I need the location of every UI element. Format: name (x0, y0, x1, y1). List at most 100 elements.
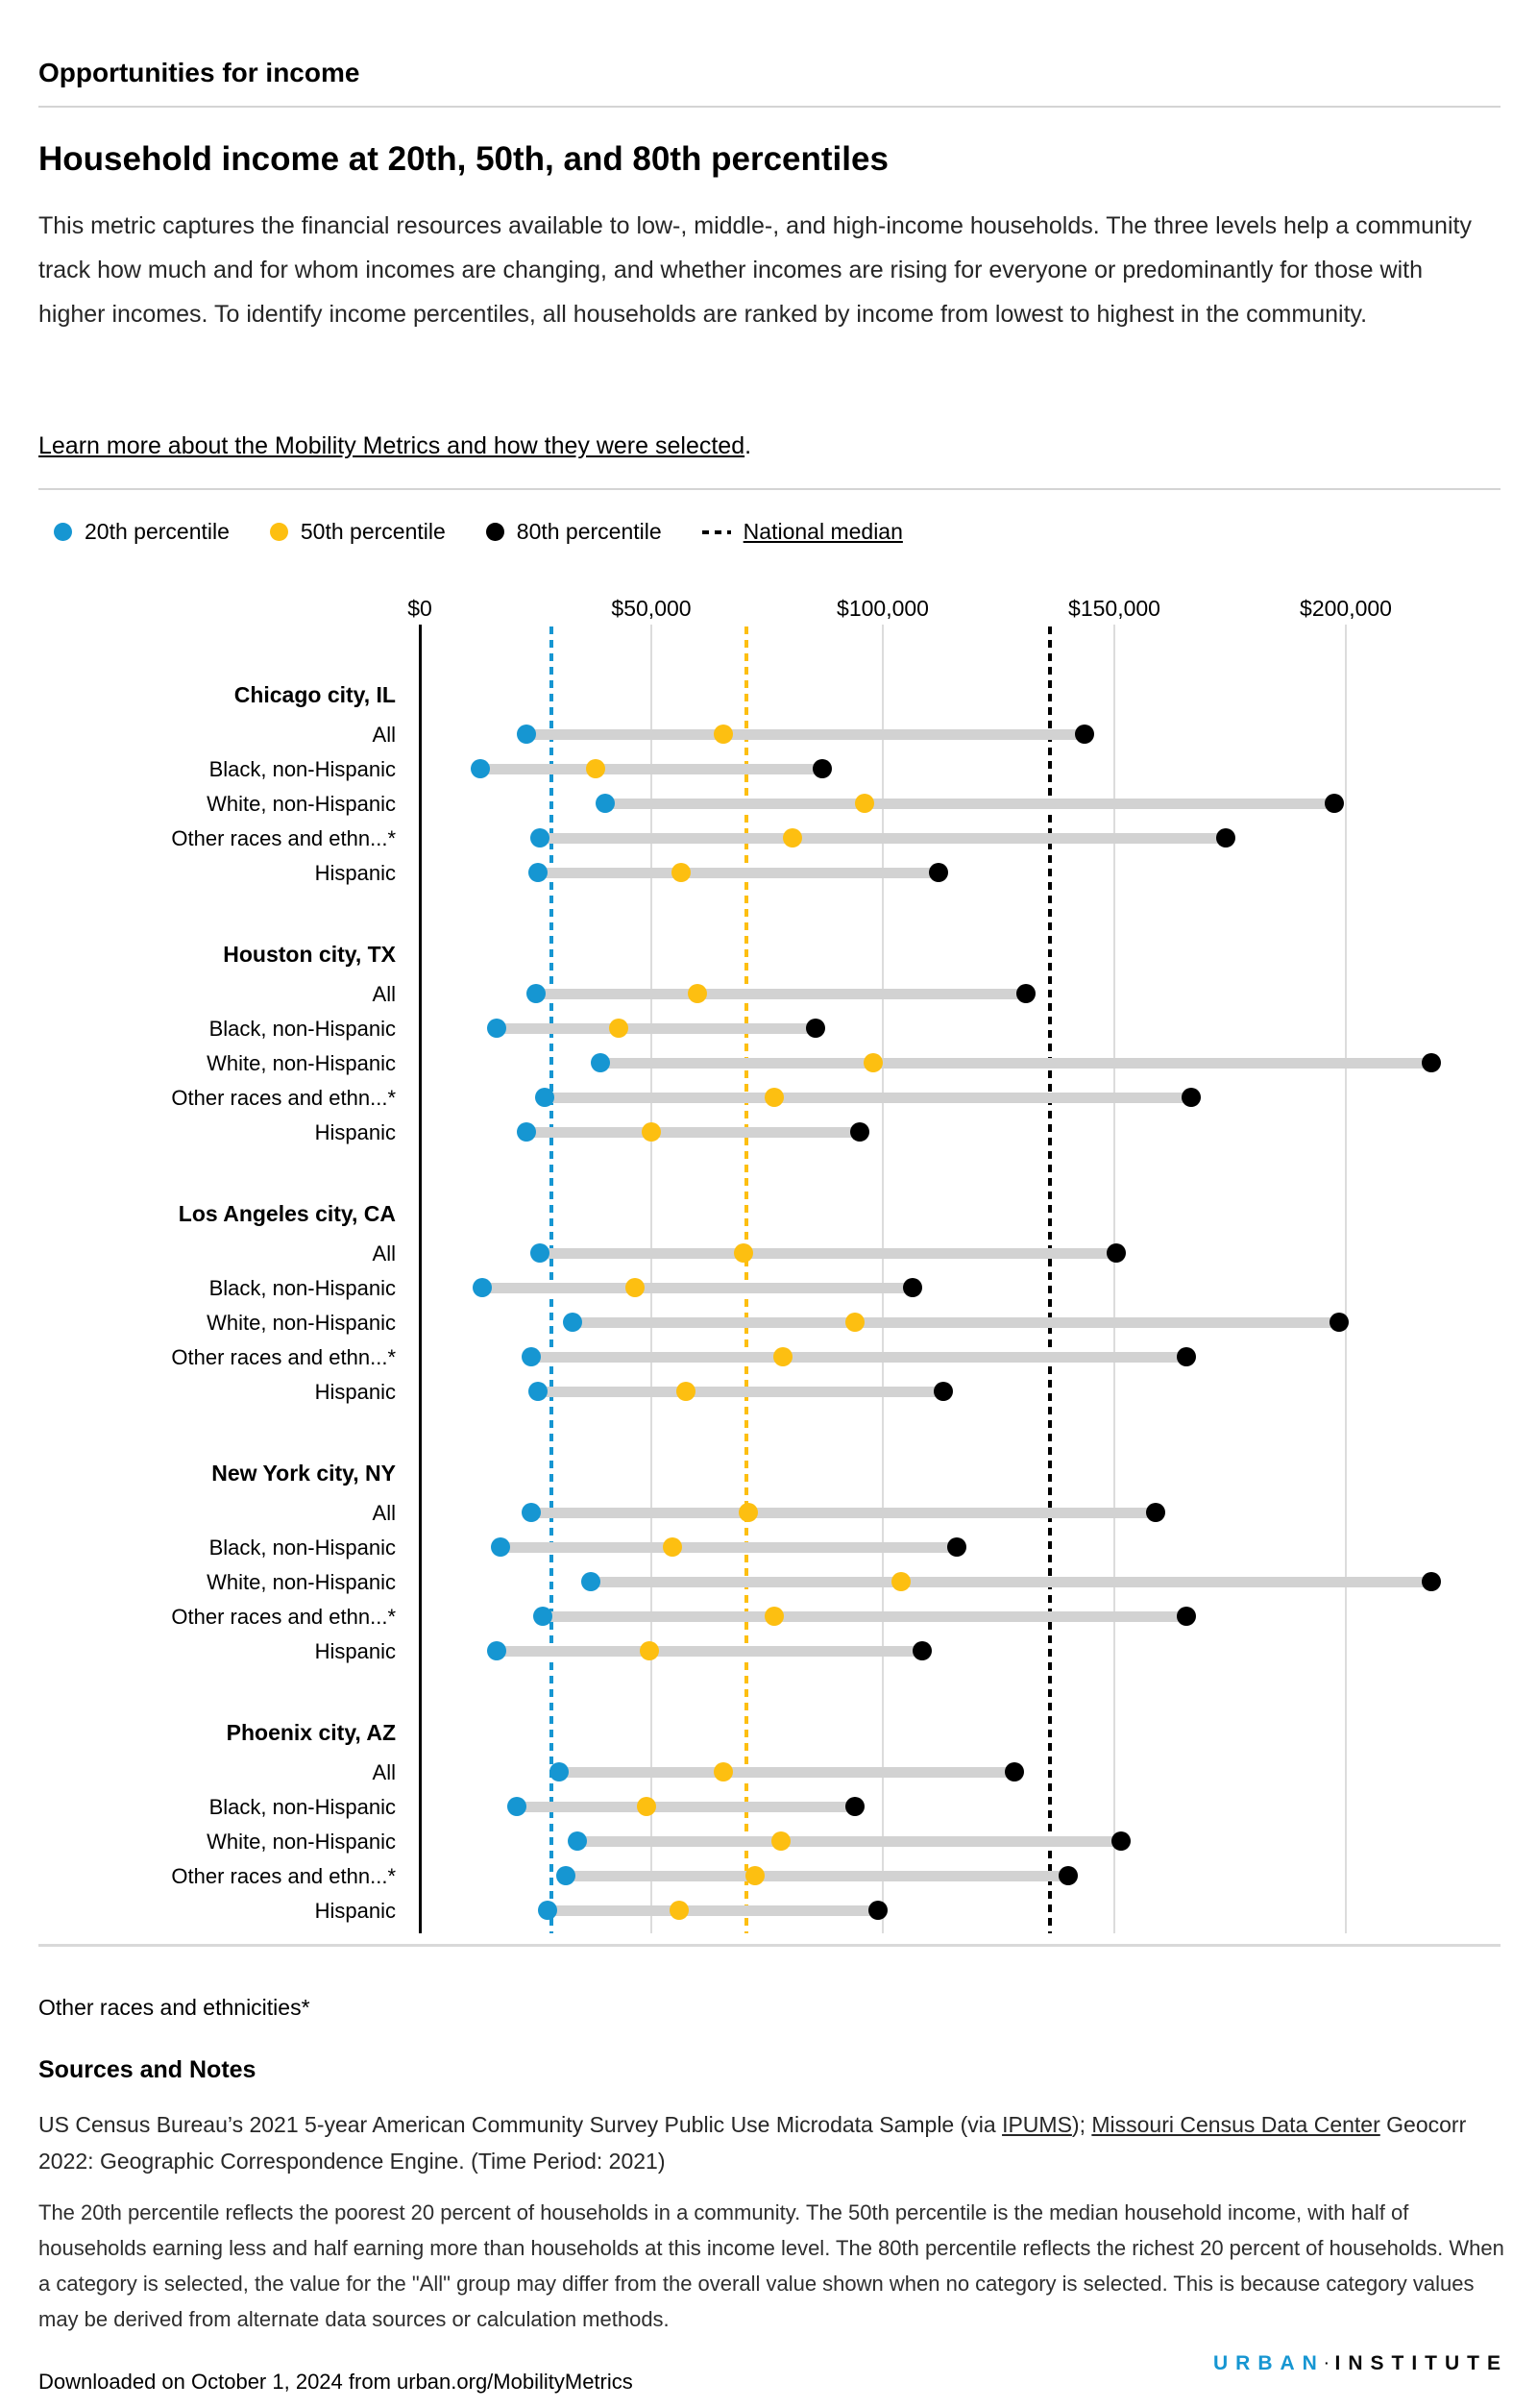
p80-dot[interactable] (1074, 725, 1094, 744)
p20-dot[interactable] (549, 1762, 569, 1781)
p80-dot[interactable] (1058, 1866, 1078, 1885)
p80-dot[interactable] (1005, 1762, 1025, 1781)
p20-dot[interactable] (527, 1382, 548, 1401)
national-median-link[interactable]: National median (743, 519, 903, 544)
p50-dot[interactable] (669, 1901, 689, 1920)
national-median-line-p80 (1047, 627, 1052, 1933)
p50-dot[interactable] (854, 794, 874, 813)
p80-dot[interactable] (1107, 1243, 1127, 1263)
p20-dot[interactable] (535, 1088, 555, 1107)
p50-dot[interactable] (770, 1831, 791, 1851)
p50-dot[interactable] (642, 1122, 661, 1142)
income-range-bar (517, 1802, 856, 1812)
download-stamp: Downloaded on October 1, 2024 from urban… (38, 2370, 633, 2394)
p50-dot[interactable] (713, 1762, 733, 1781)
p20-dot[interactable] (470, 759, 490, 778)
p50-dot[interactable] (586, 759, 606, 778)
p50-dot[interactable] (637, 1797, 657, 1816)
category-label: All (372, 1241, 396, 1265)
p50-dot[interactable] (783, 828, 802, 848)
category-label: Black, non-Hispanic (208, 1017, 396, 1041)
income-range-bar (537, 1387, 943, 1397)
p20-dot[interactable] (590, 1053, 610, 1072)
p20-dot[interactable] (473, 1278, 493, 1297)
p50-dot[interactable] (688, 984, 708, 1003)
p50-dot[interactable] (764, 1607, 784, 1626)
category-label: White, non-Hispanic (207, 1570, 396, 1594)
p80-dot[interactable] (933, 1382, 953, 1401)
p50-dot[interactable] (845, 1313, 866, 1332)
p20-dot[interactable] (527, 863, 548, 882)
p20-dot[interactable] (563, 1313, 583, 1332)
income-range-bar (573, 1317, 1339, 1328)
learn-more-link[interactable]: Learn more about the Mobility Metrics an… (38, 432, 745, 459)
source-link[interactable]: Missouri Census Data Center (1091, 2112, 1380, 2137)
p20-dot[interactable] (595, 794, 615, 813)
p20-dot[interactable] (567, 1831, 587, 1851)
income-range-bar (540, 833, 1226, 844)
p20-dot[interactable] (530, 828, 550, 848)
p80-dot[interactable] (1422, 1572, 1442, 1591)
learn-more-period: . (744, 432, 752, 459)
p80-dot[interactable] (845, 1797, 866, 1816)
p20-dot[interactable] (525, 984, 546, 1003)
p20-dot[interactable] (486, 1019, 506, 1038)
p80-dot[interactable] (806, 1019, 826, 1038)
p20-dot[interactable] (521, 1503, 541, 1522)
p50-dot[interactable] (891, 1572, 912, 1591)
notes-text: The 20th percentile reflects the poorest… (38, 2200, 1504, 2331)
p80-dot[interactable] (947, 1537, 967, 1557)
p80-dot[interactable] (849, 1122, 869, 1142)
income-range-bar (599, 1058, 1432, 1069)
p80-dot[interactable] (912, 1641, 932, 1660)
legend-p80-dot-icon (485, 523, 504, 541)
p20-dot[interactable] (516, 1122, 536, 1142)
gridline (1113, 625, 1115, 1933)
p80-dot[interactable] (813, 759, 833, 778)
p80-dot[interactable] (1111, 1831, 1132, 1851)
p50-dot[interactable] (734, 1243, 754, 1263)
p50-dot[interactable] (676, 1382, 696, 1401)
p50-dot[interactable] (625, 1278, 646, 1297)
p50-dot[interactable] (639, 1641, 659, 1660)
p50-dot[interactable] (671, 863, 692, 882)
p50-dot[interactable] (609, 1019, 629, 1038)
p50-dot[interactable] (764, 1088, 784, 1107)
p50-dot[interactable] (773, 1347, 793, 1366)
p80-dot[interactable] (1016, 984, 1037, 1003)
p50-dot[interactable] (864, 1053, 884, 1072)
income-range-bar (604, 799, 1334, 809)
income-range-bar (525, 1127, 860, 1138)
p80-dot[interactable] (1176, 1347, 1196, 1366)
p50-dot[interactable] (713, 725, 733, 744)
p80-dot[interactable] (903, 1278, 923, 1297)
p20-dot[interactable] (555, 1866, 575, 1885)
p20-dot[interactable] (521, 1347, 541, 1366)
p50-dot[interactable] (745, 1866, 766, 1885)
p80-dot[interactable] (1215, 828, 1235, 848)
p20-dot[interactable] (532, 1607, 552, 1626)
p20-dot[interactable] (581, 1572, 601, 1591)
income-range-bar (535, 989, 1027, 999)
p20-dot[interactable] (516, 725, 536, 744)
p80-dot[interactable] (1181, 1088, 1201, 1107)
p20-dot[interactable] (507, 1797, 527, 1816)
income-range-bar (496, 1023, 817, 1034)
p20-dot[interactable] (537, 1901, 557, 1920)
p80-dot[interactable] (1329, 1313, 1349, 1332)
p80-dot[interactable] (1324, 794, 1344, 813)
p50-dot[interactable] (739, 1503, 759, 1522)
p80-dot[interactable] (1146, 1503, 1166, 1522)
p80-dot[interactable] (868, 1901, 889, 1920)
header-divider (38, 106, 1500, 108)
p50-dot[interactable] (662, 1537, 682, 1557)
source-link[interactable]: IPUMS (1002, 2112, 1072, 2137)
p80-dot[interactable] (928, 863, 948, 882)
income-range-bar (542, 1611, 1186, 1622)
p20-dot[interactable] (530, 1243, 550, 1263)
p80-dot[interactable] (1176, 1607, 1196, 1626)
page-title: Household income at 20th, 50th, and 80th… (38, 140, 889, 178)
p80-dot[interactable] (1422, 1053, 1442, 1072)
p20-dot[interactable] (486, 1641, 506, 1660)
p20-dot[interactable] (491, 1537, 511, 1557)
